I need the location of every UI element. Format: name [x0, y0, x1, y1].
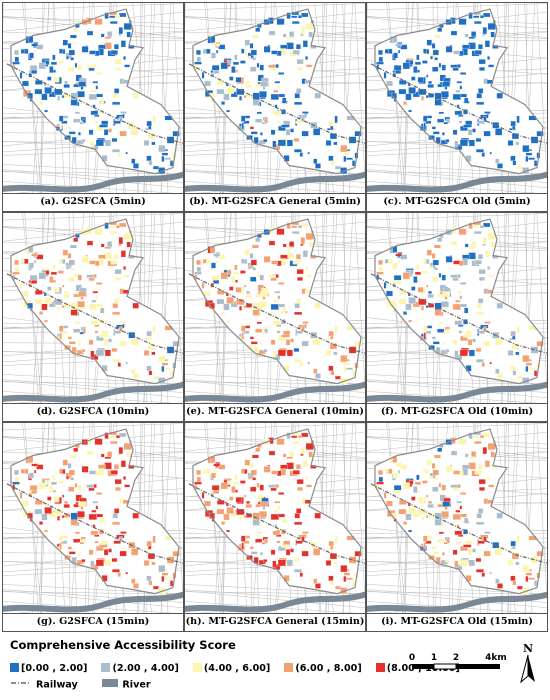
panel-caption-h: (h). MT-G2SFCA General (15min)	[185, 613, 365, 631]
panel-caption-e: (e). MT-G2SFCA General (10min)	[185, 403, 365, 421]
railway-line	[188, 63, 365, 144]
river-area	[185, 381, 365, 403]
river-area	[3, 591, 183, 613]
river-area	[3, 171, 183, 193]
river-area	[367, 381, 547, 403]
study-area-boundary	[374, 218, 544, 385]
legend-swatch-3	[284, 663, 294, 672]
map-grid: (a). G2SFCA (5min) (b). MT-G2SFCA General…	[2, 2, 548, 632]
map-i	[367, 423, 547, 616]
legend-class-label-3: (6.00 , 8.00]	[295, 663, 362, 674]
map-panel-e: (e). MT-G2SFCA General (10min)	[184, 212, 366, 422]
legend-class-label-1: (2.00 , 4.00]	[112, 663, 179, 674]
river-area	[185, 591, 365, 613]
map-c	[367, 3, 547, 196]
scale-tick-1: 1	[431, 653, 437, 663]
railway-symbol	[10, 679, 32, 690]
panel-caption-c: (c). MT-G2SFCA Old (5min)	[367, 193, 547, 211]
accessibility-parcels	[376, 221, 544, 385]
panel-caption-f: (f). MT-G2SFCA Old (10min)	[367, 403, 547, 421]
north-arrow-icon: N	[520, 642, 535, 684]
railway-label: Railway	[36, 679, 78, 691]
map-e	[185, 213, 365, 406]
legend-classes: [0.00 , 2.00] (2.00 , 4.00] (4.00 , 6.00] (…	[10, 658, 474, 674]
study-area-boundary	[374, 8, 544, 175]
map-panel-a: (a). G2SFCA (5min)	[2, 2, 184, 212]
map-panel-h: (h). MT-G2SFCA General (15min)	[184, 422, 366, 632]
river-area	[367, 171, 547, 193]
river-label: River	[122, 679, 151, 691]
panel-caption-b: (b). MT-G2SFCA General (5min)	[185, 193, 365, 211]
railway-line	[188, 483, 365, 564]
river-area	[367, 591, 547, 613]
map-panel-c: (c). MT-G2SFCA Old (5min)	[366, 2, 548, 212]
legend-title: Comprehensive Accessibility Score	[10, 638, 236, 652]
study-area-boundary	[192, 8, 362, 175]
legend-class-2: (4.00 , 6.00]	[192, 663, 271, 674]
panel-caption-a: (a). G2SFCA (5min)	[3, 193, 183, 211]
north-label: N	[523, 642, 533, 655]
railway-line	[6, 483, 183, 564]
map-panel-f: (f). MT-G2SFCA Old (10min)	[366, 212, 548, 422]
panel-caption-g: (g). G2SFCA (15min)	[3, 613, 183, 631]
legend-swatch-0	[10, 663, 19, 672]
map-g	[3, 423, 183, 616]
study-area-boundary	[374, 428, 544, 595]
railway-line	[6, 63, 183, 144]
railway-line	[6, 273, 183, 354]
legend-line-items: Railway River	[10, 678, 151, 691]
legend-class-0: [0.00 , 2.00]	[10, 663, 87, 674]
railway-line	[370, 483, 547, 564]
scale-tick-0: 0	[409, 653, 415, 663]
map-d	[3, 213, 183, 406]
scale-tick-3: 4km	[485, 653, 506, 663]
railway-line	[370, 63, 547, 144]
accessibility-parcels	[376, 431, 544, 595]
panel-caption-d: (d). G2SFCA (10min)	[3, 403, 183, 421]
map-b	[185, 3, 365, 196]
legend-swatch-4	[375, 663, 385, 672]
legend-class-1: (2.00 , 4.00]	[101, 663, 179, 674]
railway-line	[370, 273, 547, 354]
study-area-boundary	[10, 218, 180, 385]
study-area-boundary	[192, 218, 362, 385]
map-panel-i: (i). MT-G2SFCA Old (15min)	[366, 422, 548, 632]
legend-class-label-0: [0.00 , 2.00]	[21, 663, 88, 674]
legend-swatch-1	[101, 663, 111, 672]
map-h	[185, 423, 365, 616]
map-a	[3, 3, 183, 196]
panel-caption-i: (i). MT-G2SFCA Old (15min)	[367, 613, 547, 631]
study-area-boundary	[10, 8, 180, 175]
legend-class-label-2: (4.00 , 6.00]	[203, 663, 271, 674]
river-symbol	[102, 678, 119, 691]
railway-line	[188, 273, 365, 354]
accessibility-parcels	[376, 11, 544, 175]
legend-class-3: (6.00 , 8.00]	[284, 663, 362, 674]
map-panel-b: (b). MT-G2SFCA General (5min)	[184, 2, 366, 212]
scale-tick-2: 2	[453, 653, 459, 663]
river-area	[3, 381, 183, 403]
map-panel-d: (d). G2SFCA (10min)	[2, 212, 184, 422]
map-f	[367, 213, 547, 406]
study-area-boundary	[10, 428, 180, 595]
legend-swatch-2	[192, 663, 202, 672]
study-area-boundary	[192, 428, 362, 595]
scale-bar: 0 1 2 4km	[409, 653, 506, 670]
map-panel-g: (g). G2SFCA (15min)	[2, 422, 184, 632]
legend: Comprehensive Accessibility Score [0.00 …	[2, 634, 548, 698]
river-area	[185, 171, 365, 193]
